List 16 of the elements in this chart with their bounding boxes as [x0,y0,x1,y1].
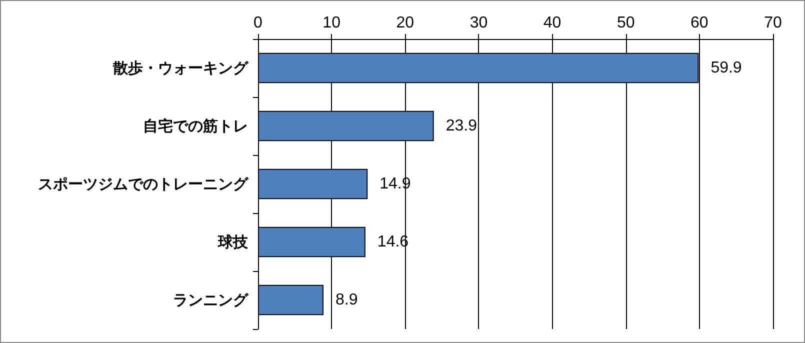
y-tick-label: スポーツジムでのトレーニング [38,175,249,193]
data-label: 8.9 [335,292,358,308]
data-label: 23.9 [446,118,478,134]
y-tick-label: 球技 [217,233,249,251]
y-tick-label: 散歩・ウォーキング [112,59,249,77]
y-tick-label: ランニング [173,291,249,309]
x-tick-label: 50 [616,14,635,32]
data-label: 59.9 [710,60,742,76]
x-tick-label: 10 [322,14,341,32]
x-tick-label: 20 [396,14,414,32]
x-tick-label: 60 [690,14,708,32]
x-tick-label: 40 [543,14,562,32]
x-tick-label: 0 [254,14,263,32]
y-tick-label: 自宅での筋トレ [143,117,248,135]
x-tick-label: 30 [470,14,488,32]
x-tick-label: 70 [764,14,782,32]
